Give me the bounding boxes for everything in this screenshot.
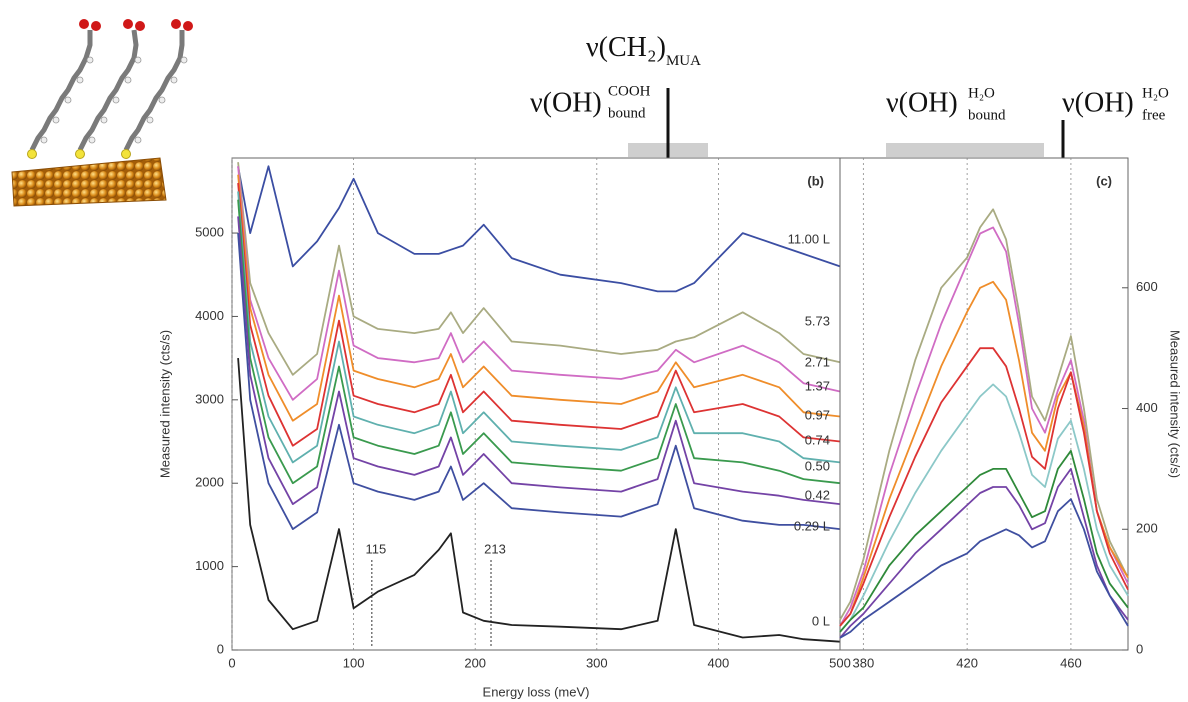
spectrum-line [237, 191, 841, 464]
x-tick-label: 380 [852, 655, 874, 670]
molecule-illustration [11, 19, 193, 207]
band-label: ν(OH) [530, 87, 602, 118]
spectrum-line [237, 199, 841, 485]
band-label-sup: H₂O [968, 85, 995, 101]
band-label-sup: H₂O [1142, 85, 1169, 101]
y-tick-label: 2000 [195, 475, 224, 490]
y-tick-label: 200 [1136, 521, 1158, 536]
y-tick-label: 400 [1136, 400, 1158, 415]
spectrum-line [237, 216, 841, 505]
spectrum-line [839, 347, 1129, 627]
y-tick-label: 600 [1136, 279, 1158, 294]
spectrum-line [237, 162, 841, 376]
spectrum-line [839, 208, 1129, 621]
panel-label: (b) [807, 173, 824, 188]
spectrum-line [839, 468, 1129, 639]
series-label: 0.29 L [794, 518, 830, 533]
band-label-sub: free [1142, 107, 1166, 123]
x-tick-label: 420 [956, 655, 978, 670]
panel-label: (c) [1096, 173, 1112, 188]
series-label: 5.73 [805, 313, 830, 328]
y-tick-label: 1000 [195, 558, 224, 573]
series-label: 0.42 [805, 487, 830, 502]
band-label-sub: bound [968, 107, 1006, 123]
y-tick-label: 0 [217, 641, 224, 656]
y-tick-label: 3000 [195, 391, 224, 406]
series-label: 2.71 [805, 354, 830, 369]
spectrum-line [839, 383, 1129, 633]
band-label-sub: MUA [666, 53, 701, 69]
spectrum-line [237, 182, 841, 447]
series-label: 11.00 L [788, 231, 830, 246]
spectrum-line [237, 358, 841, 643]
spectrum-line [237, 165, 841, 293]
x-axis-label: Energy loss (meV) [483, 684, 590, 699]
x-tick-label: 100 [343, 655, 365, 670]
series-label: 0.50 [805, 458, 830, 473]
marker-label: 115 [365, 541, 386, 556]
y-tick-label: 0 [1136, 641, 1143, 656]
spectrum-line [237, 174, 841, 422]
y-axis-label: Measured intensity (cts/s) [1168, 330, 1183, 478]
spectrum-line [237, 166, 841, 401]
band-label: ν(OH) [886, 87, 958, 118]
y-tick-label: 5000 [195, 224, 224, 239]
marker-label: 213 [484, 541, 506, 556]
spectrum-line [237, 233, 841, 530]
spectrum-line [839, 226, 1129, 627]
y-tick-label: 4000 [195, 308, 224, 323]
band-label-base: ν(CH₂) [586, 32, 666, 63]
x-tick-label: 300 [586, 655, 608, 670]
x-tick-label: 0 [228, 655, 235, 670]
spectrum-line [839, 280, 1129, 627]
series-label: 0.97 [805, 407, 830, 422]
y-axis-label: Measured intensity (cts/s) [157, 330, 172, 478]
band-label-sup: COOH [608, 83, 651, 99]
x-tick-label: 460 [1060, 655, 1082, 670]
x-tick-label: 200 [464, 655, 486, 670]
band-label: ν(CH₂)MUA [586, 32, 701, 69]
series-label: 0 L [812, 613, 830, 628]
x-tick-label: 400 [708, 655, 730, 670]
series-label: 0.74 [805, 432, 830, 447]
band-label-sub: bound [608, 105, 646, 121]
spectrum-line [839, 498, 1129, 639]
series-label: 1.37 [805, 378, 830, 393]
range-bar [886, 143, 1044, 157]
band-label: ν(OH) [1062, 87, 1134, 118]
spectrum-line [839, 449, 1129, 633]
x-tick-label: 500 [829, 655, 851, 670]
